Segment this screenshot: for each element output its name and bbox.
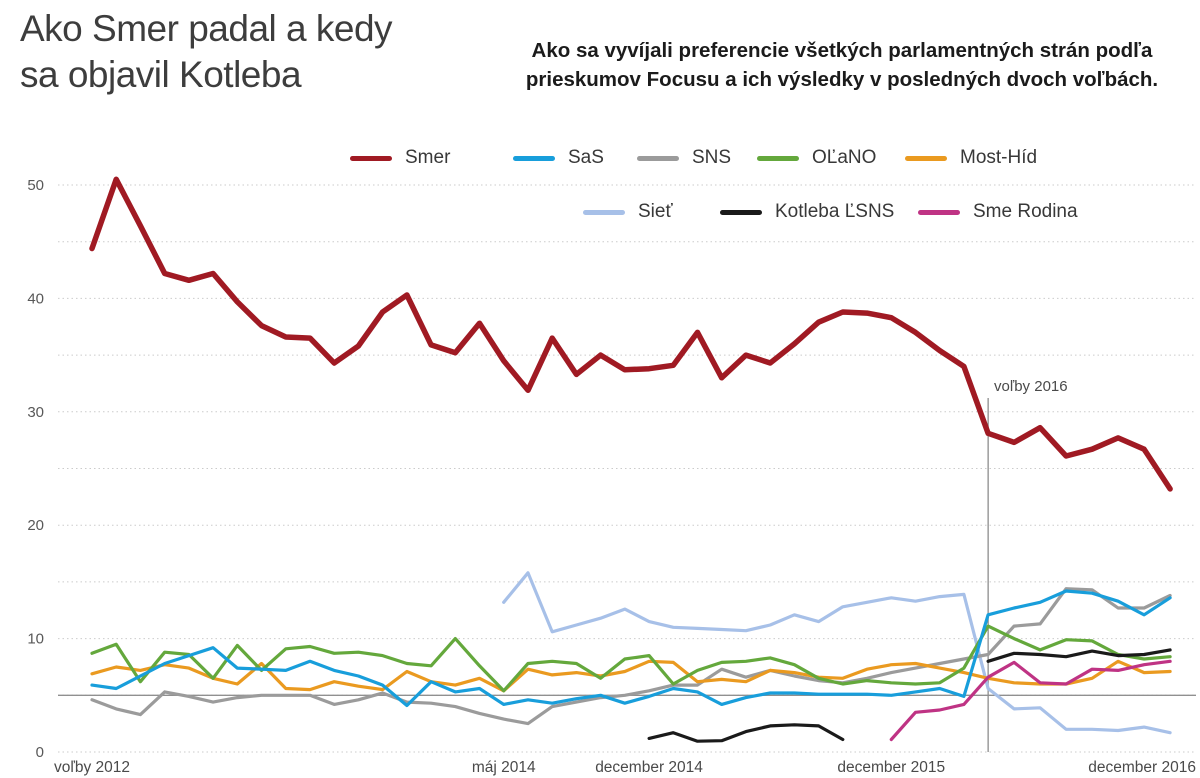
x-tick-label: december 2015	[837, 759, 945, 776]
y-tick-label-30: 30	[27, 404, 44, 421]
most-hid-line-swatch	[905, 155, 947, 161]
y-tick-label-20: 20	[27, 517, 44, 534]
legend-item-smer: Smer	[350, 147, 451, 168]
x-tick-label: december 2014	[595, 759, 703, 776]
sas-line-swatch	[513, 155, 555, 161]
x-tick-label: voľby 2012	[54, 759, 130, 776]
legend-item-olano: OĽaNO	[757, 147, 877, 168]
sme-rodina-line-swatch	[918, 209, 960, 215]
legend-item-siet: Sieť	[583, 201, 673, 222]
y-tick-label-50: 50	[27, 177, 44, 194]
y-tick-label-40: 40	[27, 290, 44, 307]
legend-item-sme-rodina: Sme Rodina	[918, 201, 1078, 222]
series-line-Kotleba ĽSNS	[647, 648, 1172, 743]
legend-item-most-hid: Most-Híd	[905, 147, 1038, 168]
legend-label-kotleba-lsns: Kotleba ĽSNS	[775, 201, 895, 222]
smer-line-swatch	[350, 155, 392, 161]
series-line-SaS	[90, 589, 1172, 708]
legend-label-siet: Sieť	[638, 201, 673, 222]
page-title-line2: sa objavil Kotleba	[20, 54, 302, 95]
legend-item-kotleba-lsns: Kotleba ĽSNS	[720, 201, 895, 222]
legend-item-sns: SNS	[637, 147, 732, 168]
page-title-line1: Ako Smer padal a kedy	[20, 8, 393, 49]
page-title: Ako Smer padal a kedy sa objavil Kotleba	[20, 6, 393, 98]
series-line-Sme Rodina	[889, 659, 1172, 742]
x-tick-label: máj 2014	[472, 759, 536, 776]
legend-label-sns: SNS	[692, 147, 732, 168]
siet-line-swatch	[583, 209, 625, 215]
chart-subtitle: Ako sa vyvíjali preferencie všetkých par…	[525, 39, 1159, 91]
series-line-Smer	[89, 176, 1173, 492]
series-line-Sieť	[502, 571, 1172, 735]
legend-label-sme-rodina: Sme Rodina	[973, 201, 1078, 222]
series-line-Most-Híd	[90, 659, 1172, 693]
legend-label-smer: Smer	[405, 147, 451, 168]
series-line-SNS	[90, 587, 1172, 726]
y-tick-label-10: 10	[27, 631, 44, 648]
x-tick-label: december 2016	[1088, 759, 1196, 776]
legend-label-most-hid: Most-Híd	[960, 147, 1038, 168]
y-tick-label-0: 0	[36, 744, 44, 761]
sns-line-swatch	[637, 155, 679, 161]
legend-item-sas: SaS	[513, 147, 604, 168]
olano-line-swatch	[757, 155, 799, 161]
legend-label-olano: OĽaNO	[812, 147, 877, 168]
legend-label-sas: SaS	[568, 147, 604, 168]
kotleba-lsns-line-swatch	[720, 209, 762, 215]
election-2016-annotation-label: voľby 2016	[994, 378, 1068, 395]
